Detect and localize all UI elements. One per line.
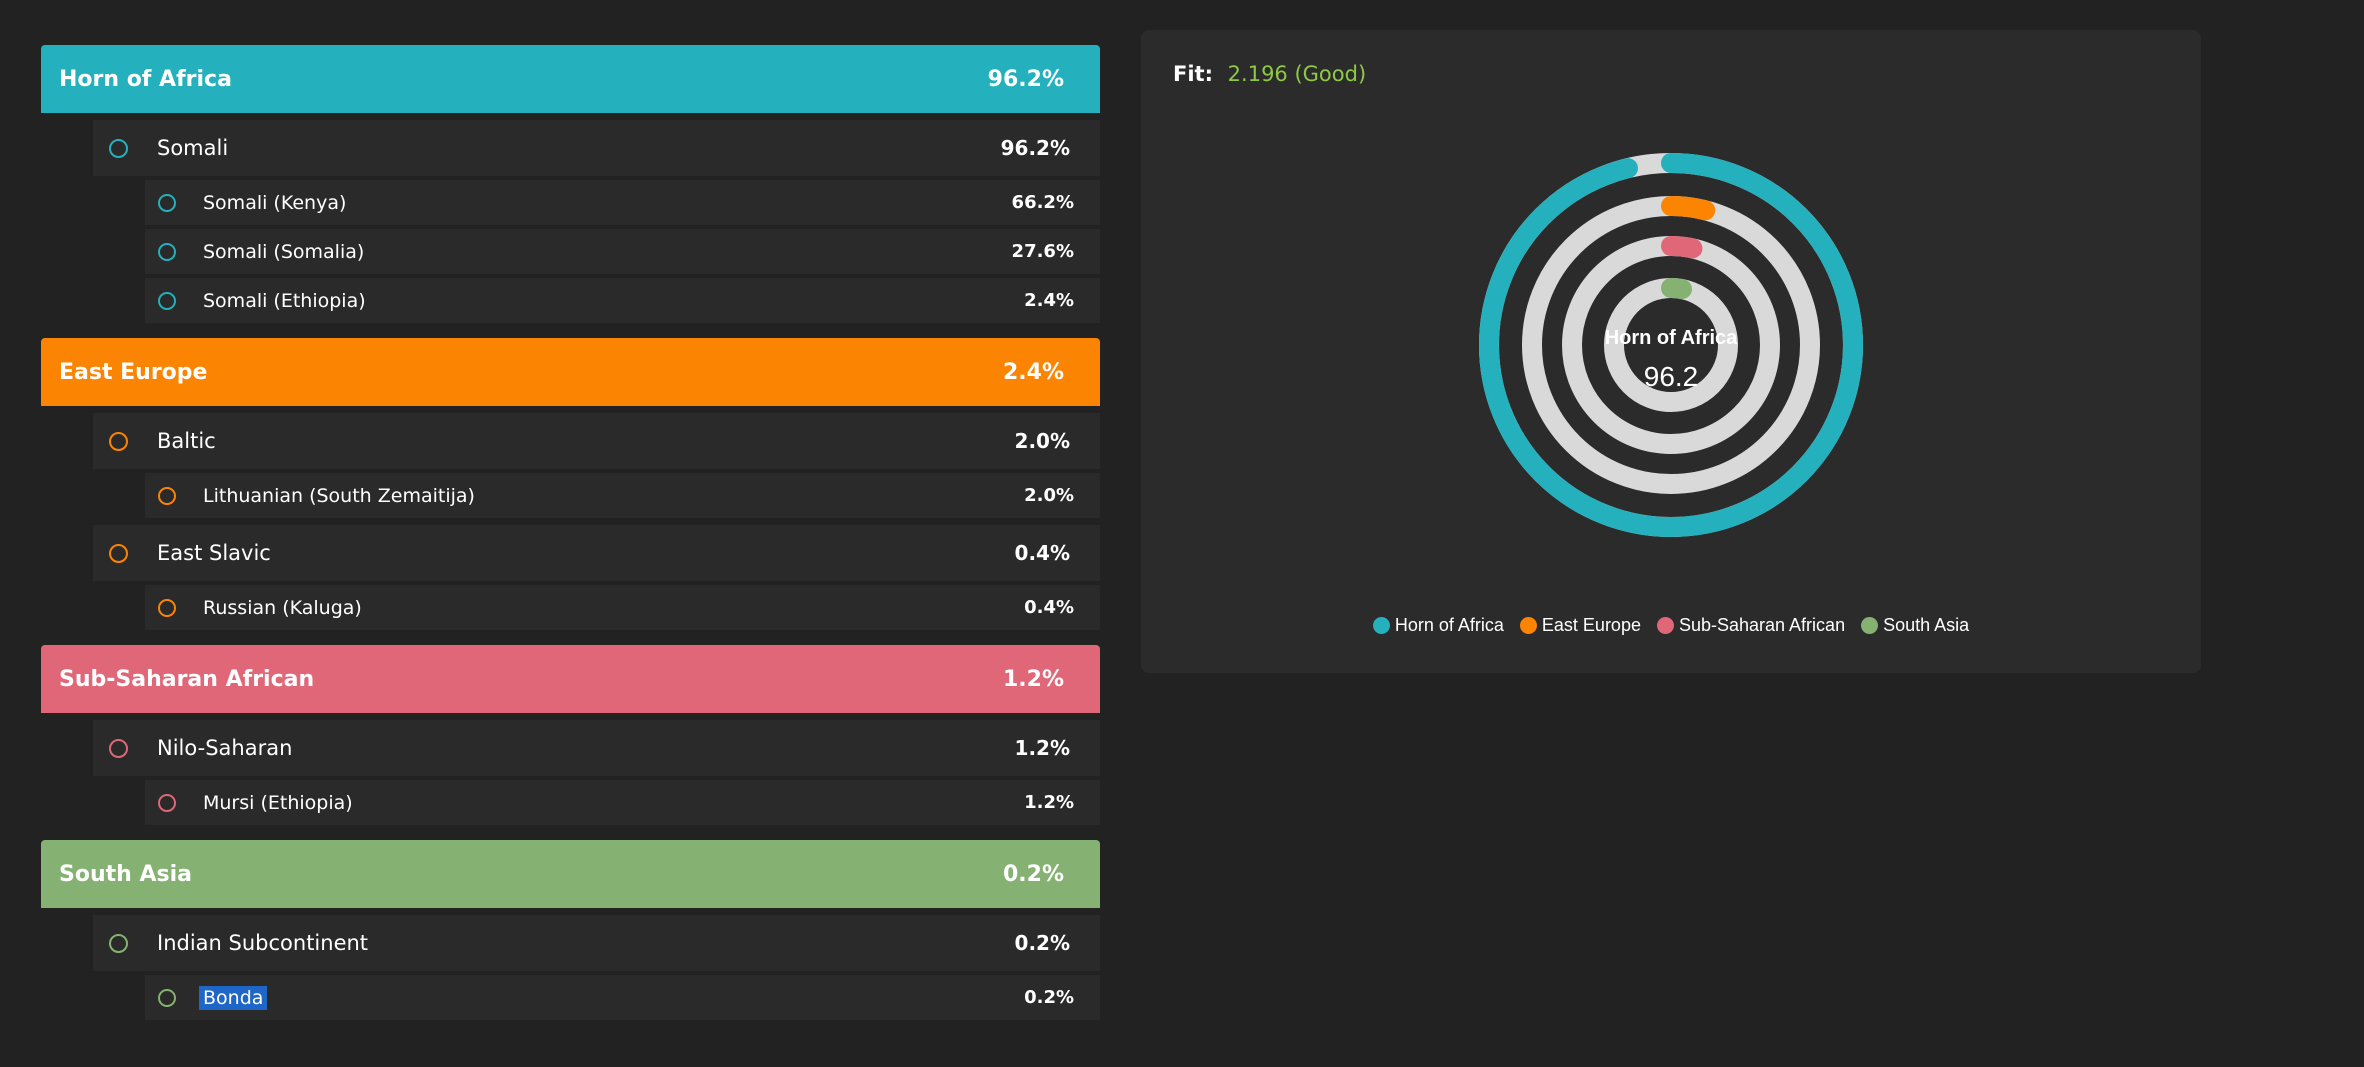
region-name: East Europe xyxy=(59,359,208,385)
population-name: Somali (Ethiopia) xyxy=(203,289,366,312)
population-row[interactable]: Somali (Ethiopia) 2.4% xyxy=(145,278,1100,323)
ring-bar[interactable] xyxy=(1661,196,1716,221)
ring-bar[interactable] xyxy=(1661,278,1692,300)
population-label: Russian (Kaluga) xyxy=(158,597,362,619)
region-name: Sub-Saharan African xyxy=(59,666,315,692)
legend-dot-icon xyxy=(1656,617,1674,634)
region-header[interactable]: Sub-Saharan African 1.2% xyxy=(41,645,1100,713)
radio-circle-icon[interactable] xyxy=(109,933,128,953)
population-name: Somali (Somalia) xyxy=(203,240,365,263)
population-row[interactable]: Somali (Somalia) 27.6% xyxy=(145,229,1100,274)
subregion-row[interactable]: Indian Subcontinent 0.2% xyxy=(93,915,1100,971)
fit-label: Fit: xyxy=(1173,62,1213,86)
population-name: Mursi (Ethiopia) xyxy=(203,791,353,814)
radio-circle-icon[interactable] xyxy=(158,598,176,617)
legend-item[interactable]: East Europe xyxy=(1519,615,1641,636)
legend-label: Sub-Saharan African xyxy=(1678,615,1846,635)
ancestry-breakdown-list: Horn of Africa 96.2% Somali 96.2% Somali (Ke… xyxy=(41,45,1100,1020)
center-label: Horn of Africa xyxy=(1605,327,1738,349)
subregion-label: Nilo-Saharan xyxy=(109,736,292,760)
region-header[interactable]: South Asia 0.2% xyxy=(41,840,1100,908)
radio-circle-icon[interactable] xyxy=(109,738,128,758)
subregion-row[interactable]: Nilo-Saharan 1.2% xyxy=(93,720,1100,776)
population-row[interactable]: Bonda 0.2% xyxy=(145,975,1100,1020)
subregion-row[interactable]: Somali 96.2% xyxy=(93,120,1100,176)
subregion-label: East Slavic xyxy=(109,541,271,565)
radio-circle-icon[interactable] xyxy=(158,793,176,812)
population-label: Somali (Ethiopia) xyxy=(158,290,366,312)
population-label: Somali (Somalia) xyxy=(158,241,364,263)
population-row[interactable]: Mursi (Ethiopia) 1.2% xyxy=(145,780,1100,825)
region-name: South Asia xyxy=(59,861,192,887)
legend-label: South Asia xyxy=(1883,615,1970,635)
population-name: Bonda xyxy=(199,985,268,1010)
subregion-row[interactable]: Baltic 2.0% xyxy=(93,413,1100,469)
radio-circle-icon[interactable] xyxy=(158,193,176,212)
region-percentage: 0.2% xyxy=(1002,861,1064,887)
population-row[interactable]: Lithuanian (South Zemaitija) 2.0% xyxy=(145,473,1100,518)
subregion-percentage: 0.4% xyxy=(1014,541,1070,565)
subregion-percentage: 1.2% xyxy=(1014,736,1070,760)
region-name: Horn of Africa xyxy=(59,66,232,92)
radio-circle-icon[interactable] xyxy=(109,431,128,451)
population-percentage: 0.2% xyxy=(1024,987,1074,1008)
legend-dot-icon xyxy=(1372,617,1390,634)
population-percentage: 0.4% xyxy=(1024,597,1074,618)
region-percentage: 2.4% xyxy=(1002,359,1064,385)
legend-dot-icon xyxy=(1861,617,1879,634)
subregion-name: Indian Subcontinent xyxy=(157,931,369,955)
population-name: Russian (Kaluga) xyxy=(203,596,362,619)
population-percentage: 27.6% xyxy=(1011,241,1074,262)
legend-item[interactable]: South Asia xyxy=(1861,615,1969,636)
legend-dot-icon xyxy=(1519,617,1537,634)
fit-score: Fit: 2.196 (Good) xyxy=(1173,62,1366,86)
radio-circle-icon[interactable] xyxy=(158,486,176,505)
ring-bar[interactable] xyxy=(1661,236,1703,259)
population-percentage: 2.0% xyxy=(1024,485,1074,506)
legend-item[interactable]: Horn of Africa xyxy=(1372,615,1504,636)
subregion-name: East Slavic xyxy=(157,541,271,565)
subregion-label: Somali xyxy=(109,136,228,160)
population-label: Mursi (Ethiopia) xyxy=(158,792,353,814)
subregion-percentage: 96.2% xyxy=(1000,136,1070,160)
fit-value: 2.196 (Good) xyxy=(1227,62,1367,86)
radio-circle-icon[interactable] xyxy=(158,988,176,1007)
subregion-percentage: 0.2% xyxy=(1014,931,1070,955)
population-name: Lithuanian (South Zemaitija) xyxy=(203,484,475,507)
legend-item[interactable]: Sub-Saharan African xyxy=(1656,615,1846,636)
subregion-name: Baltic xyxy=(157,429,216,453)
center-value: 96.2 xyxy=(1644,361,1699,392)
population-percentage: 2.4% xyxy=(1024,290,1074,311)
radio-circle-icon[interactable] xyxy=(109,543,128,563)
subregion-name: Somali xyxy=(157,136,229,160)
subregion-label: Indian Subcontinent xyxy=(109,931,368,955)
chart-legend: Horn of Africa East Europe Sub-Saharan Afr… xyxy=(1141,615,2201,636)
population-label: Somali (Kenya) xyxy=(158,192,346,214)
radio-circle-icon[interactable] xyxy=(109,138,128,158)
ring-bar[interactable] xyxy=(1479,153,1863,537)
radial-bar-chart: Horn of Africa 96.2 xyxy=(1479,153,1863,537)
radio-circle-icon[interactable] xyxy=(158,242,176,261)
subregion-name: Nilo-Saharan xyxy=(157,736,293,760)
radio-circle-icon[interactable] xyxy=(158,291,176,310)
subregion-percentage: 2.0% xyxy=(1014,429,1070,453)
population-name: Somali (Kenya) xyxy=(203,191,347,214)
population-label: Bonda xyxy=(158,985,268,1010)
subregion-label: Baltic xyxy=(109,429,216,453)
population-percentage: 1.2% xyxy=(1024,792,1074,813)
chart-panel: Fit: 2.196 (Good) Horn of Africa 96.2 Hor… xyxy=(1141,30,2201,673)
region-header[interactable]: East Europe 2.4% xyxy=(41,338,1100,406)
legend-label: Horn of Africa xyxy=(1394,615,1504,635)
region-percentage: 1.2% xyxy=(1002,666,1064,692)
population-percentage: 66.2% xyxy=(1011,192,1074,213)
region-header[interactable]: Horn of Africa 96.2% xyxy=(41,45,1100,113)
region-percentage: 96.2% xyxy=(987,66,1064,92)
legend-label: East Europe xyxy=(1541,615,1641,635)
population-row[interactable]: Russian (Kaluga) 0.4% xyxy=(145,585,1100,630)
subregion-row[interactable]: East Slavic 0.4% xyxy=(93,525,1100,581)
population-label: Lithuanian (South Zemaitija) xyxy=(158,485,475,507)
population-row[interactable]: Somali (Kenya) 66.2% xyxy=(145,180,1100,225)
